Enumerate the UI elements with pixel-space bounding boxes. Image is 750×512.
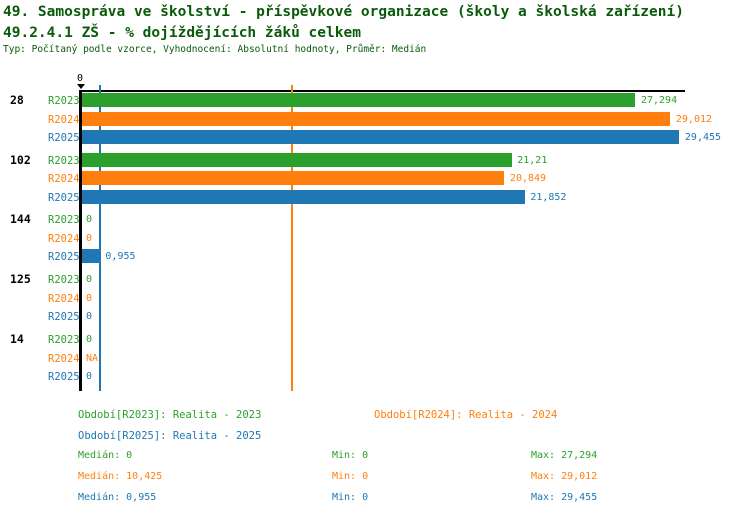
bar — [82, 171, 505, 186]
series-label: R2025 — [48, 191, 80, 204]
legend-item-r2024: Období[R2024]: Realita - 2024 — [374, 409, 558, 421]
bar-value-label: NA — [86, 352, 99, 364]
series-label: R2024 — [48, 113, 80, 126]
series-label: R2025 — [48, 132, 80, 145]
legend-item-r2023: Období[R2023]: Realita - 2023 — [78, 409, 262, 421]
stat-max-r2025: Max: 29,455 — [531, 492, 598, 503]
series-label: R2025 — [48, 371, 80, 384]
x-axis-zero-tick — [77, 84, 85, 89]
legend-item-r2025: Období[R2025]: Realita - 2025 — [78, 430, 262, 442]
stat-max-r2023: Max: 27,294 — [531, 450, 598, 461]
report-title: 49. Samospráva ve školství - příspěvkové… — [3, 4, 684, 20]
bar-value-label: 20,849 — [509, 173, 547, 185]
bar-value-label: 0 — [86, 274, 93, 285]
stat-min-r2025: Min: 0 — [332, 492, 369, 503]
bar — [82, 93, 636, 107]
series-label: R2024 — [48, 352, 80, 365]
group-label: 102 — [10, 152, 31, 167]
group-label: 14 — [10, 332, 24, 346]
bar-value-label: 29,455 — [684, 132, 722, 144]
group-label: 125 — [10, 272, 31, 286]
stat-median-r2024: Medián: 10,425 — [78, 471, 163, 482]
series-label: R2024 — [48, 173, 80, 186]
bar-value-label: 0 — [86, 292, 93, 304]
bar-value-label: 0 — [86, 214, 93, 225]
stat-median-r2025: Medián: 0,955 — [78, 492, 157, 503]
stat-max-r2024: Max: 29,012 — [531, 471, 598, 482]
series-label: R2024 — [48, 292, 80, 305]
bar-value-label: 27,294 — [640, 95, 678, 106]
bar — [82, 189, 525, 204]
series-label: R2023 — [48, 214, 80, 226]
series-label: R2025 — [48, 251, 80, 264]
reference-line-r2025 — [98, 85, 101, 391]
bar-value-label: 29,012 — [675, 113, 713, 125]
bar-value-label: 0 — [86, 334, 93, 345]
bar-value-label: 0 — [86, 371, 93, 383]
series-label: R2023 — [48, 274, 80, 286]
group-label: 144 — [10, 212, 31, 226]
y-axis-line — [79, 90, 82, 391]
series-label: R2023 — [48, 334, 80, 346]
stat-median-r2023: Medián: 0 — [78, 450, 133, 461]
bar-value-label: 21,852 — [530, 191, 567, 203]
stat-min-r2023: Min: 0 — [332, 450, 369, 461]
bar — [82, 111, 671, 126]
group-label: 28 — [10, 93, 24, 107]
bar — [82, 249, 100, 264]
bar-value-label: 0 — [86, 232, 93, 244]
report-subtitle: 49.2.4.1 ZŠ - % dojíždějících žáků celke… — [3, 25, 361, 41]
x-axis-line — [79, 90, 685, 92]
report-meta-line: Typ: Počítaný podle vzorce, Vyhodnocení:… — [3, 44, 427, 55]
series-label: R2025 — [48, 311, 80, 324]
x-axis-zero-label: 0 — [77, 73, 84, 84]
bar-value-label: 0 — [86, 311, 93, 323]
bar-value-label: 21,21 — [517, 154, 548, 166]
reference-line-r2024 — [291, 85, 294, 391]
bar — [82, 130, 680, 145]
bar — [82, 152, 512, 167]
stat-min-r2024: Min: 0 — [332, 471, 369, 482]
bar-value-label: 0,955 — [105, 251, 136, 263]
series-label: R2023 — [48, 95, 80, 107]
series-label: R2023 — [48, 154, 80, 167]
series-label: R2024 — [48, 232, 80, 245]
